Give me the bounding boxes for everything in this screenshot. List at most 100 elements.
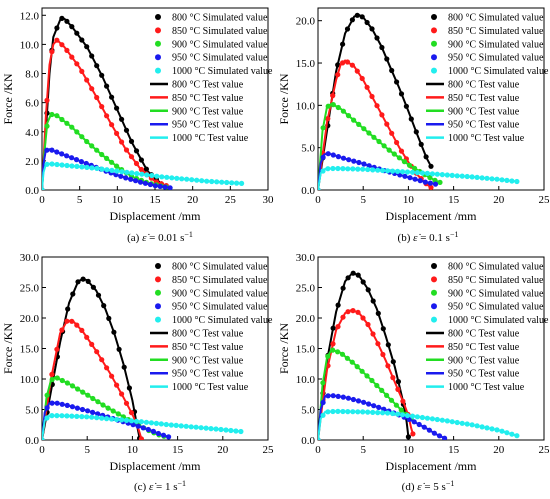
legend-test-label-950: 950 °C Test value [172, 369, 244, 380]
sim-point-1000 [54, 161, 60, 168]
sim-point-1000 [429, 416, 435, 422]
x-tick-label: 15 [448, 194, 460, 206]
y-tick-label: 0.0 [301, 435, 315, 447]
sim-point-1000 [179, 176, 185, 182]
sim-point-950 [325, 151, 331, 157]
sim-point-950 [118, 173, 124, 179]
sim-point-1000 [390, 410, 396, 417]
sim-point-1000 [49, 161, 55, 167]
sim-point-900 [386, 147, 392, 153]
sim-point-800 [114, 105, 120, 111]
sim-point-1000 [64, 162, 70, 169]
caption-prefix: (c) [134, 481, 149, 493]
sim-point-800 [359, 14, 365, 20]
legend-sim-label-1000: 1000 °C Simulated value [172, 315, 273, 326]
sim-point-1000 [424, 170, 430, 176]
sim-point-800 [369, 26, 375, 32]
sim-point-800 [74, 30, 80, 36]
caption-prefix: (a) [127, 232, 142, 244]
sim-point-1000 [109, 416, 115, 422]
y-tick-label: 10.0 [296, 374, 316, 386]
legend-marker-950 [155, 303, 161, 310]
legend-test-label-800: 800 °C Test value [448, 329, 520, 340]
sim-point-1000 [464, 421, 470, 427]
sim-point-1000 [370, 167, 376, 173]
sim-point-900 [109, 159, 115, 165]
sim-point-850 [69, 54, 75, 60]
sim-point-950 [422, 179, 428, 185]
epsilon-dot-symbol: ε̇ [417, 481, 425, 493]
sim-point-950 [330, 393, 336, 399]
sim-point-950 [361, 399, 367, 405]
sim-point-900 [104, 155, 110, 161]
caption-exponent: −1 [178, 479, 187, 488]
sim-point-850 [94, 94, 100, 101]
sim-point-950 [407, 175, 413, 181]
sim-point-1000 [213, 426, 219, 432]
panel-a: 0 5 10 15 20 25 30 0.0 2.0 4.0 6.0 8.0 10.0 12.0 Displ… [1, 7, 274, 244]
sim-point-800 [133, 148, 140, 154]
sim-point-850 [74, 322, 80, 328]
sim-point-900 [379, 387, 385, 393]
y-axis-label: Force /KN [277, 323, 291, 374]
sim-point-800 [340, 285, 346, 291]
sim-point-1000 [340, 166, 346, 172]
sim-point-950 [167, 185, 173, 190]
sim-point-1000 [409, 169, 416, 175]
sim-point-900 [64, 380, 70, 386]
sim-point-1000 [409, 413, 416, 419]
sim-point-900 [44, 123, 50, 129]
sim-point-1000 [154, 173, 160, 179]
sim-point-1000 [365, 166, 371, 173]
sim-point-1000 [454, 419, 460, 426]
sim-point-1000 [64, 413, 70, 419]
y-tick-label: 4.0 [25, 127, 39, 139]
sim-point-1000 [229, 180, 235, 186]
legend-test-label-1000: 1000 °C Test value [172, 382, 249, 393]
y-tick-label: 20.0 [20, 313, 40, 325]
sim-point-1000 [119, 169, 125, 175]
legend-marker-900 [431, 289, 437, 296]
sim-point-850 [84, 77, 90, 83]
sim-point-850 [345, 309, 351, 315]
sim-point-850 [89, 341, 95, 347]
legend-sim-label-950: 950 °C Simulated value [448, 53, 544, 64]
sim-point-900 [340, 108, 346, 114]
y-tick-label: 5.0 [301, 405, 315, 417]
legend-sim-label-850: 850 °C Simulated value [448, 26, 544, 37]
sim-point-950 [128, 176, 134, 182]
sim-point-1000 [514, 178, 520, 185]
caption-prefix: (d) [402, 481, 418, 493]
panel-caption: (b) ε̇ = 0.1 s−1 [398, 230, 459, 245]
sim-point-950 [123, 175, 129, 181]
y-tick-label: 20.0 [296, 16, 316, 28]
sim-point-900 [354, 364, 360, 370]
sim-point-1000 [375, 410, 381, 416]
sim-point-1000 [419, 414, 425, 421]
legend-test-label-900: 900 °C Test value [172, 106, 244, 117]
y-tick-label: 2.0 [25, 156, 39, 168]
sim-point-800 [408, 116, 414, 122]
sim-point-850 [354, 68, 360, 74]
legend-test-label-1000: 1000 °C Test value [172, 133, 249, 144]
sim-point-900 [44, 392, 50, 398]
sim-point-800 [119, 116, 125, 122]
sim-point-950 [74, 405, 80, 411]
sim-point-1000 [504, 430, 510, 436]
sim-point-850 [340, 314, 346, 320]
sim-point-950 [145, 426, 151, 433]
caption-rate: = 5 s [422, 481, 446, 493]
sim-point-1000 [504, 177, 510, 183]
caption-prefix: (b) [398, 232, 414, 244]
sim-point-1000 [514, 433, 520, 439]
y-tick-label: 25.0 [20, 283, 40, 295]
sim-point-950 [49, 400, 55, 406]
sim-point-800 [350, 270, 356, 276]
sim-point-800 [344, 26, 351, 32]
sim-point-1000 [104, 167, 110, 173]
x-tick-label: 20 [217, 444, 229, 456]
sim-point-950 [361, 161, 367, 167]
y-tick-label: 25.0 [296, 283, 316, 295]
series-1000 [318, 408, 520, 440]
sim-point-850 [59, 42, 65, 48]
